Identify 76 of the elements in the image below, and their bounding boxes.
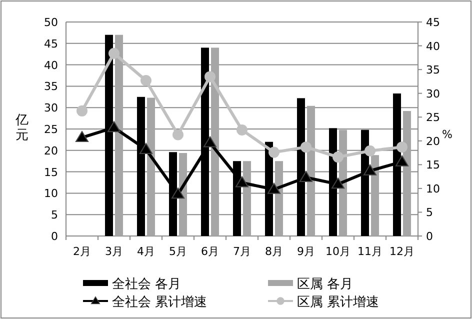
- y2-tick-label: 10: [426, 182, 440, 196]
- point: [140, 142, 152, 154]
- y-tick-label: 10: [44, 187, 58, 200]
- y-tick-label: 40: [44, 58, 58, 72]
- point: [108, 48, 120, 59]
- bar: [137, 96, 145, 236]
- point: [332, 178, 344, 189]
- bar: [147, 98, 155, 236]
- bar: [371, 155, 379, 236]
- bar: [393, 93, 401, 236]
- point: [204, 136, 216, 148]
- point: [76, 105, 88, 116]
- y2-tick-label: 30: [426, 87, 440, 100]
- y-tick-label: 0: [51, 230, 58, 243]
- x-tick-label: 6月: [201, 245, 219, 258]
- x-tick-label: 12月: [390, 245, 414, 258]
- x-tick-label: 3月: [105, 245, 123, 258]
- y-tick-label: 30: [44, 102, 58, 115]
- y-tick-label: 45: [44, 37, 58, 50]
- point: [268, 182, 280, 194]
- x-tick-label: 5月: [169, 245, 187, 258]
- point: [76, 131, 88, 142]
- y-tick-label: 25: [44, 123, 58, 136]
- bar: [201, 48, 209, 236]
- y2-tick-label: 25: [426, 111, 440, 124]
- y-tick-label: 15: [44, 166, 58, 179]
- y2-tick-label: 15: [426, 158, 440, 172]
- y-tick-label: 35: [44, 80, 58, 94]
- point: [172, 129, 184, 140]
- point: [364, 145, 376, 156]
- x-tick-label: 11月: [358, 245, 382, 258]
- legend-label: 全社会 各月: [112, 277, 182, 292]
- bar: [211, 48, 219, 236]
- bar: [307, 106, 315, 236]
- x-tick-label: 8月: [265, 245, 283, 258]
- y-tick-label: 50: [44, 16, 58, 29]
- bar: [233, 161, 241, 236]
- legend-label: 全社会 累计增速: [112, 295, 208, 310]
- point: [300, 171, 312, 182]
- x-tick-label: 4月: [137, 245, 155, 258]
- point: [332, 152, 344, 163]
- bar: [275, 161, 283, 236]
- point: [204, 71, 216, 82]
- y-tick-label: 5: [51, 208, 58, 222]
- y2-tick-label: 0: [426, 230, 433, 243]
- y2-tick-label: 5: [426, 206, 433, 220]
- point: [268, 146, 280, 158]
- point: [108, 121, 120, 132]
- y2-tick-label: 20: [426, 134, 440, 148]
- y2-tick-label: 40: [426, 40, 440, 53]
- x-tick-label: 2月: [73, 245, 91, 258]
- x-tick-label: 10月: [326, 245, 350, 258]
- x-tick-label: 9月: [297, 245, 315, 258]
- legend-label: 区属 累计增速: [297, 295, 380, 310]
- point: [300, 142, 312, 153]
- y-tick-label: 20: [44, 144, 58, 158]
- bar: [243, 161, 251, 236]
- point: [396, 142, 408, 153]
- x-tick-label: 7月: [233, 245, 251, 258]
- bar: [115, 34, 123, 236]
- bar: [169, 152, 177, 236]
- point: [236, 124, 248, 136]
- legend-label: 区属 各月: [297, 277, 354, 292]
- bar: [179, 152, 187, 236]
- bar: [403, 111, 411, 236]
- bar: [105, 34, 113, 236]
- point: [236, 176, 248, 188]
- point: [140, 74, 152, 86]
- point: [364, 164, 376, 176]
- point: [396, 155, 408, 166]
- point: [172, 188, 184, 199]
- y2-tick-label: 45: [426, 16, 440, 29]
- bar: [297, 98, 305, 236]
- y2-axis-title: %: [442, 128, 452, 141]
- y-axis-title: 亿元: [14, 113, 28, 143]
- y2-tick-label: 35: [426, 64, 440, 77]
